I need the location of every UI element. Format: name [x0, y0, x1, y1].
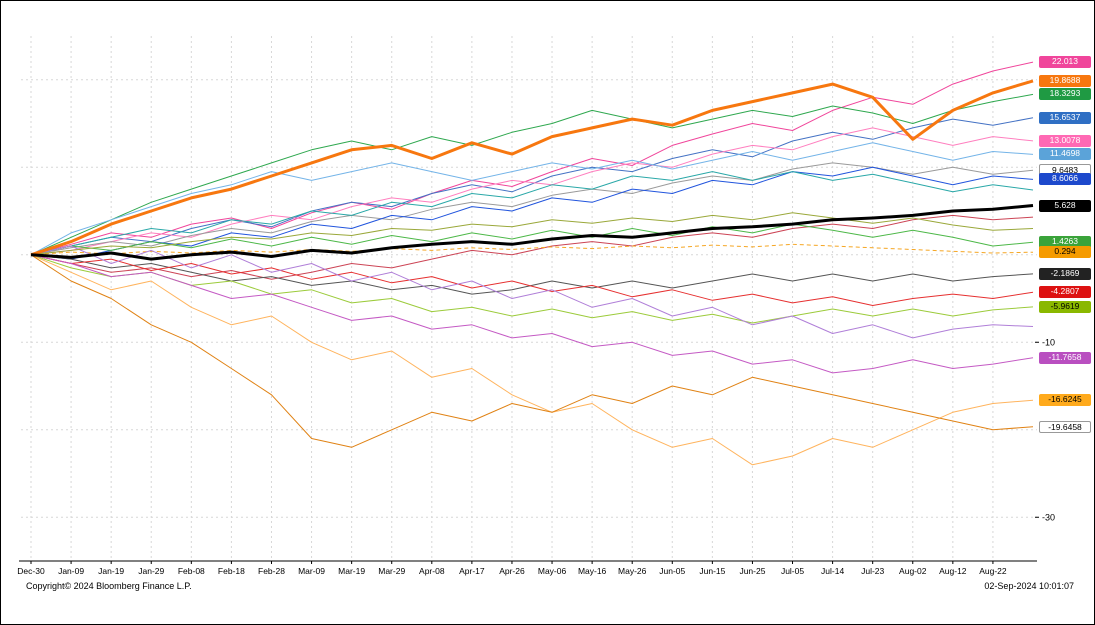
y-axis-tick-label: -30 [1042, 512, 1055, 522]
series-line-series-pink [30, 61, 1034, 256]
x-axis-tick-label: Jan-29 [138, 566, 164, 576]
x-axis-tick-label: Jan-19 [98, 566, 124, 576]
x-axis-tick-label: Jul-14 [821, 566, 844, 576]
series-line-series-brightgreen [30, 223, 1034, 256]
series-line-series-amber-dashed [30, 243, 1034, 256]
series-line-series-hotpink [30, 127, 1034, 256]
x-axis-tick-label: May-06 [538, 566, 567, 576]
x-axis-tick-label: Apr-08 [419, 566, 445, 576]
x-axis-tick-label: Feb-08 [178, 566, 205, 576]
series-line-series-green [30, 93, 1034, 256]
series-line-series-teal [30, 171, 1034, 256]
timestamp-text: 02-Sep-2024 10:01:07 [984, 581, 1074, 591]
x-axis-tick-label: Aug-02 [899, 566, 927, 576]
x-axis-tick-label: Mar-29 [378, 566, 405, 576]
series-line-series-orange-thick [30, 79, 1034, 257]
series-line-series-gray [30, 162, 1034, 256]
x-axis-tick-label: Jul-05 [781, 566, 804, 576]
x-axis-tick-label: Jun-15 [699, 566, 725, 576]
series-line-series-yellowgreen [30, 254, 1034, 324]
x-axis-tick-label: Mar-09 [298, 566, 325, 576]
series-line-series-darkorange [30, 254, 1034, 448]
series-line-series-red [30, 254, 1034, 306]
x-axis-tick-label: Jun-25 [739, 566, 765, 576]
series-line-series-steelblue [30, 117, 1034, 256]
series-line-series-crimson [30, 214, 1034, 280]
series-line-series-lightblue [30, 142, 1034, 256]
x-axis-tick-label: Dec-30 [17, 566, 45, 576]
copyright-text: Copyright© 2024 Bloomberg Finance L.P. [26, 581, 192, 591]
series-line-series-olive [30, 212, 1034, 256]
series-line-series-violet [30, 245, 1034, 339]
x-axis-tick-label: Mar-19 [338, 566, 365, 576]
chart-footer: Copyright© 2024 Bloomberg Finance L.P. 0… [26, 581, 1074, 591]
x-axis-tick-label: Jun-05 [659, 566, 685, 576]
x-axis-tick-label: May-26 [618, 566, 647, 576]
x-axis-tick-label: Aug-12 [939, 566, 967, 576]
series-line-series-darkgray [30, 254, 1034, 295]
series-line-series-magenta [30, 254, 1034, 374]
series-line-series-lightorange [30, 254, 1034, 466]
x-axis-tick-label: Jul-23 [861, 566, 884, 576]
series-line-series-blue [30, 166, 1034, 260]
x-axis-tick-label: May-16 [578, 566, 607, 576]
x-axis-tick-label: Aug-22 [979, 566, 1007, 576]
series-line-series-black-thick [30, 204, 1034, 261]
x-axis-tick-label: Apr-26 [499, 566, 525, 576]
x-axis-tick-label: Apr-17 [459, 566, 485, 576]
x-axis-tick-label: Feb-18 [218, 566, 245, 576]
x-axis-tick-label: Feb-28 [258, 566, 285, 576]
y-axis-tick-label: -10 [1042, 337, 1055, 347]
x-axis-tick-label: Jan-09 [58, 566, 84, 576]
